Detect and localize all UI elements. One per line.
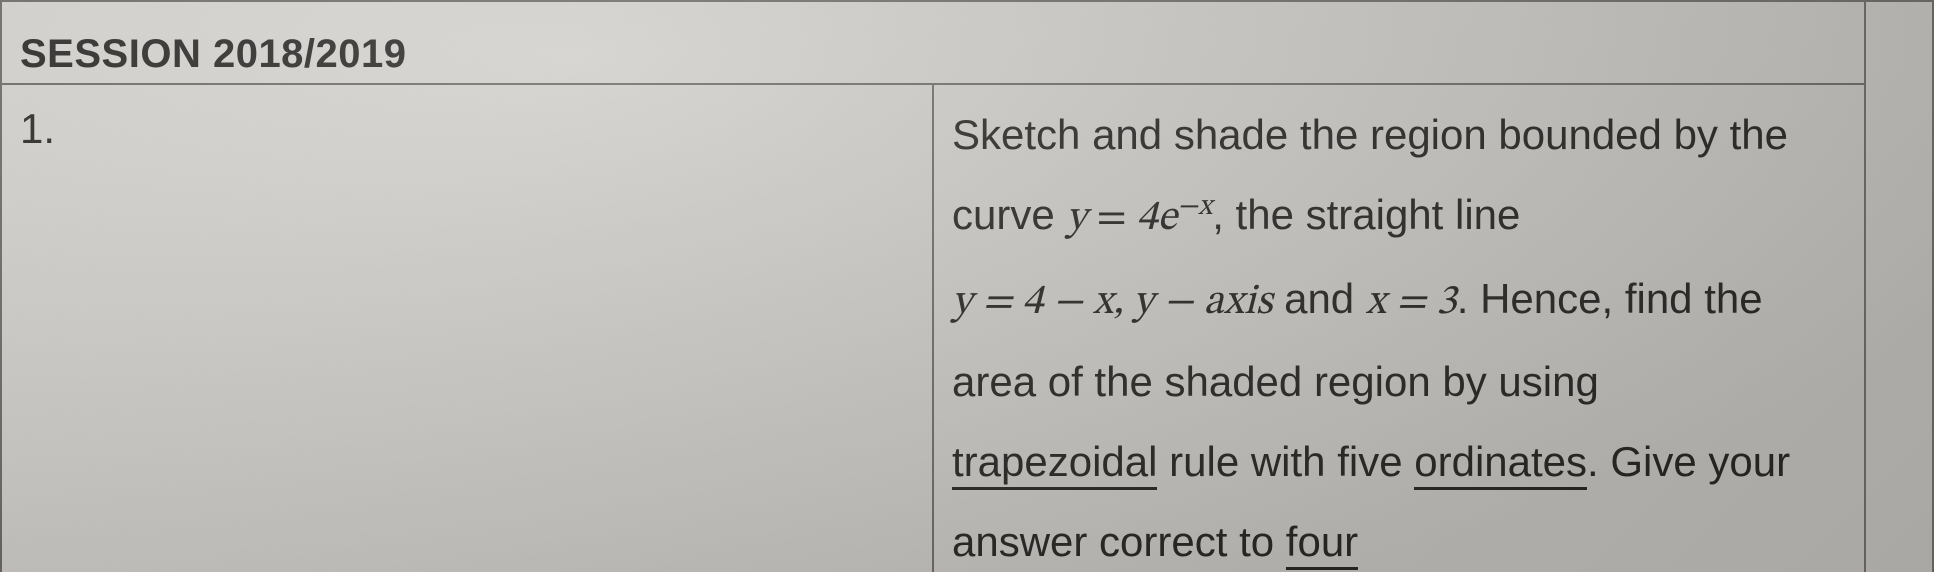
session-header: SESSION 2018/2019 (1, 1, 1865, 84)
q1-axis: , y − axis (1113, 281, 1272, 323)
right-margin-cell (1865, 1, 1933, 572)
q1-curve-eq: y = 4e−x (1066, 197, 1212, 239)
document-page: SESSION 2018/2019 1. Sketch and shade th… (0, 0, 1934, 572)
q1-four: four (1286, 518, 1358, 570)
q1-body-cell: Sketch and shade the region bounded by t… (933, 84, 1865, 572)
question-table: SESSION 2018/2019 1. Sketch and shade th… (0, 0, 1934, 572)
q1-curve-base: 4e (1137, 197, 1177, 239)
q1-curve-exp: −x (1177, 192, 1212, 221)
q1-number: 1. (20, 105, 55, 152)
session-label: SESSION 2018/2019 (20, 32, 407, 76)
q1-method: trapezoidal (952, 438, 1157, 490)
header-row: SESSION 2018/2019 (1, 1, 1933, 84)
q1-x-eq: x = 3 (1366, 281, 1457, 323)
q1-text-2: , the straight line (1212, 191, 1520, 238)
q1-rule: rule with five (1157, 438, 1414, 485)
q1-ordinates: ordinates (1414, 438, 1587, 490)
q1-and: and (1272, 275, 1365, 322)
q1-curve-y: y (1066, 197, 1086, 239)
q1-row: 1. Sketch and shade the region bounded b… (1, 84, 1933, 572)
q1-number-cell: 1. (1, 84, 933, 572)
q1-line-eq: y = 4 − x (952, 281, 1113, 323)
